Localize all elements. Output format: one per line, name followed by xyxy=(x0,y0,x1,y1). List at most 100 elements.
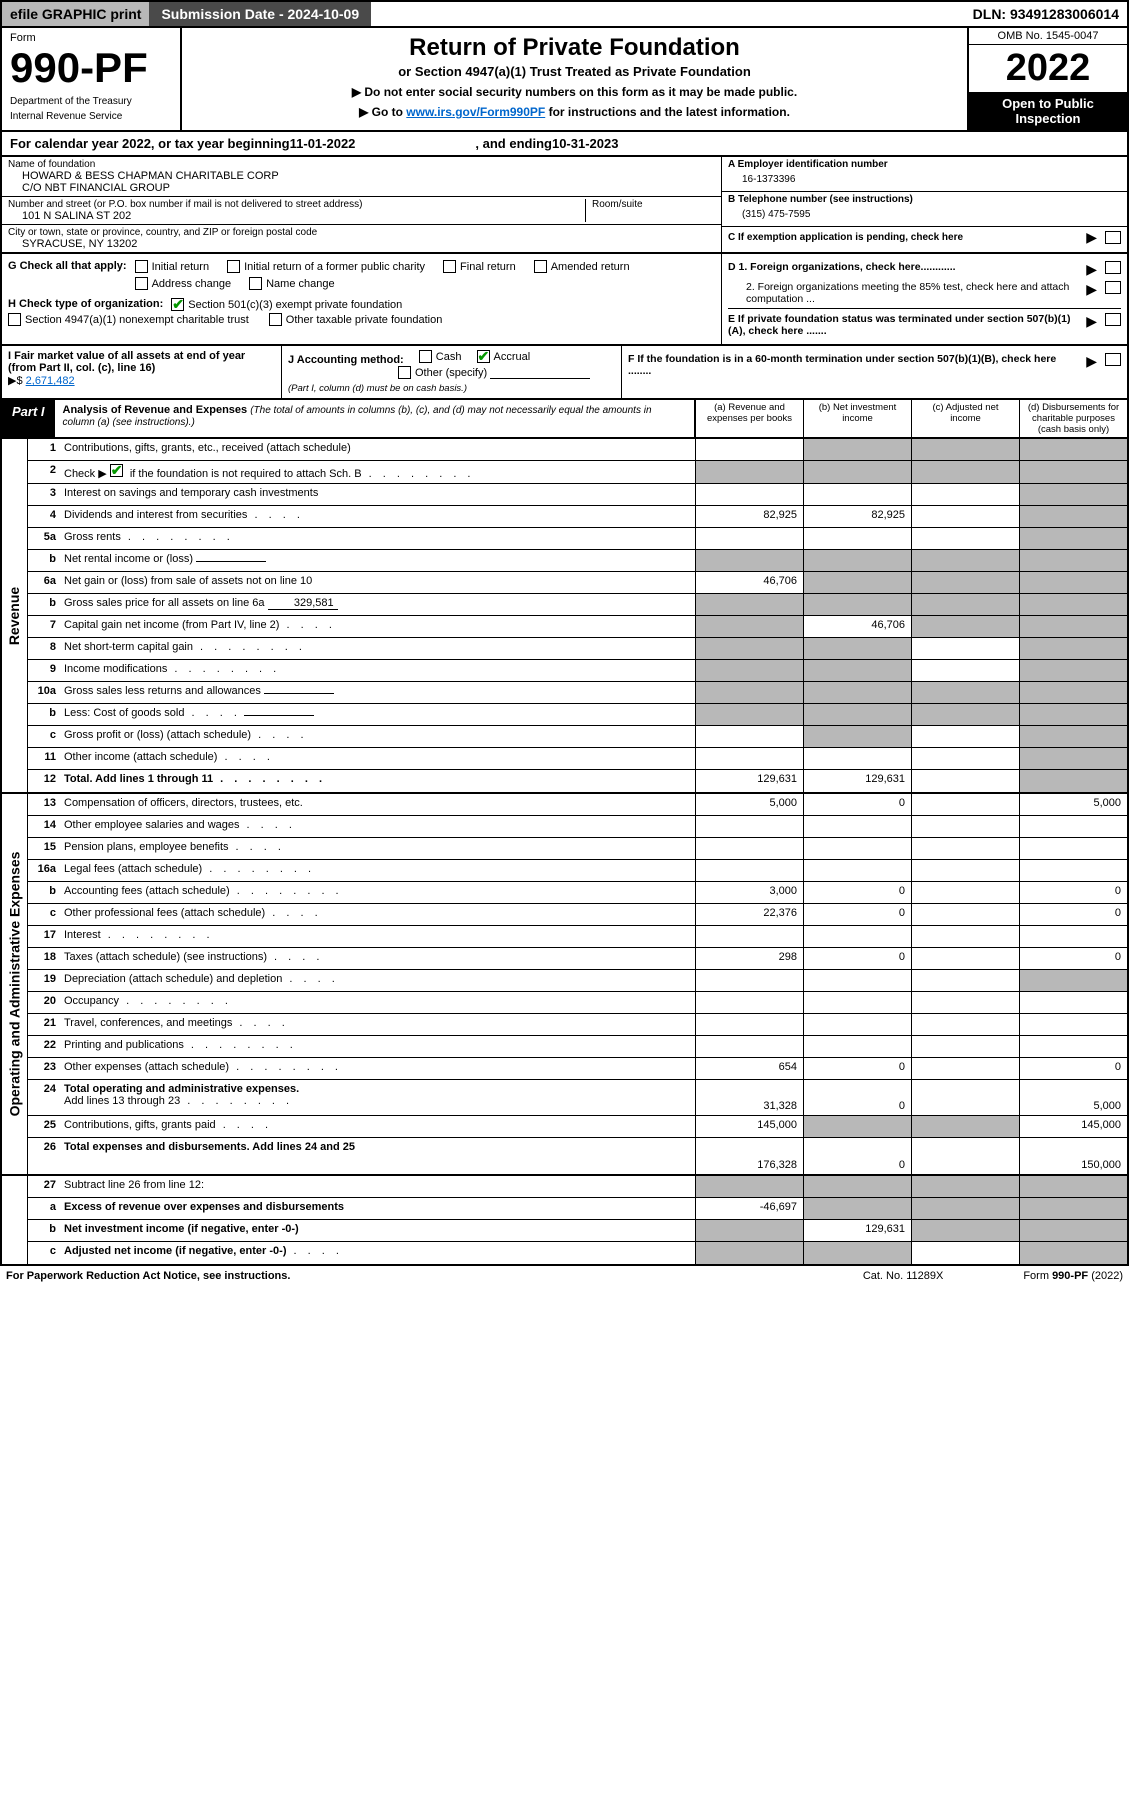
year-block: OMB No. 1545-0047 2022 Open to Public In… xyxy=(967,28,1127,130)
telephone-label: B Telephone number (see instructions) xyxy=(728,194,1121,205)
name-change-checkbox[interactable] xyxy=(249,277,262,290)
dln-number: DLN: 93491283006014 xyxy=(965,2,1127,26)
room-suite-label: Room/suite xyxy=(592,199,715,210)
efile-print-button[interactable]: efile GRAPHIC print xyxy=(2,2,149,26)
foundation-name-1: HOWARD & BESS CHAPMAN CHARITABLE CORP xyxy=(8,170,715,182)
telephone-value: (315) 475-7595 xyxy=(728,205,1121,224)
other-taxable-checkbox[interactable] xyxy=(269,313,282,326)
line-27c-desc: Adjusted net income (if negative, enter … xyxy=(60,1242,695,1264)
line-3-desc: Interest on savings and temporary cash i… xyxy=(60,484,695,505)
tax-year-end: 10-31-2023 xyxy=(552,136,619,151)
line-12-desc: Total. Add lines 1 through 11 . . . . . … xyxy=(60,770,695,792)
line-24-desc: Total operating and administrative expen… xyxy=(60,1080,695,1115)
open-public-badge: Open to Public Inspection xyxy=(969,92,1127,130)
street-address: 101 N SALINA ST 202 xyxy=(8,210,585,222)
line-7-col-b: 46,706 xyxy=(803,616,911,637)
initial-return-former-checkbox[interactable] xyxy=(227,260,240,273)
e-label: E If private foundation status was termi… xyxy=(728,313,1082,337)
col-b-header: (b) Net investment income xyxy=(803,400,911,437)
tax-year: 2022 xyxy=(969,45,1127,92)
line-27b-col-b: 129,631 xyxy=(803,1220,911,1241)
line-18-desc: Taxes (attach schedule) (see instruction… xyxy=(60,948,695,969)
col-a-header: (a) Revenue and expenses per books xyxy=(695,400,803,437)
dept-treasury: Department of the Treasury xyxy=(10,96,172,107)
h-label: H Check type of organization: xyxy=(8,298,163,310)
exemption-pending-label: C If exemption application is pending, c… xyxy=(728,232,1082,243)
line-5b-desc: Net rental income or (loss) xyxy=(60,550,695,571)
arrow-icon: ▶ xyxy=(1086,229,1097,246)
expenses-side-label: Operating and Administrative Expenses xyxy=(2,794,28,1174)
line-14-desc: Other employee salaries and wages . . . … xyxy=(60,816,695,837)
line-2-desc: Check ▶ if the foundation is not require… xyxy=(60,461,695,483)
paperwork-notice: For Paperwork Reduction Act Notice, see … xyxy=(6,1270,290,1282)
checks-block: G Check all that apply: Initial return I… xyxy=(0,254,1129,346)
line-10c-desc: Gross profit or (loss) (attach schedule)… xyxy=(60,726,695,747)
form-title: Return of Private Foundation xyxy=(194,34,955,62)
line-12-col-b: 129,631 xyxy=(803,770,911,792)
irs-label: Internal Revenue Service xyxy=(10,111,172,122)
final-return-checkbox[interactable] xyxy=(443,260,456,273)
line-6a-col-a: 46,706 xyxy=(695,572,803,593)
submission-date: Submission Date - 2024-10-09 xyxy=(149,2,371,26)
line-4-desc: Dividends and interest from securities .… xyxy=(60,506,695,527)
amended-return-checkbox[interactable] xyxy=(534,260,547,273)
form-number: 990-PF xyxy=(10,44,172,92)
g-label: G Check all that apply: xyxy=(8,260,127,272)
accounting-method-label: J Accounting method: xyxy=(288,354,404,366)
fmv-value-link[interactable]: 2,671,482 xyxy=(26,375,75,387)
line-4-col-b: 82,925 xyxy=(803,506,911,527)
line-12-col-a: 129,631 xyxy=(695,770,803,792)
f-label: F If the foundation is in a 60-month ter… xyxy=(628,353,1082,377)
line-6b-desc: Gross sales price for all assets on line… xyxy=(60,594,695,615)
foundation-name-label: Name of foundation xyxy=(8,159,715,170)
accrual-checkbox[interactable] xyxy=(477,350,490,363)
line-10a-desc: Gross sales less returns and allowances xyxy=(60,682,695,703)
form990pf-link[interactable]: www.irs.gov/Form990PF xyxy=(406,105,545,119)
line-8-desc: Net short-term capital gain . . . . . . … xyxy=(60,638,695,659)
top-bar: efile GRAPHIC print Submission Date - 20… xyxy=(0,0,1129,28)
cash-checkbox[interactable] xyxy=(419,350,432,363)
d2-label: 2. Foreign organizations meeting the 85%… xyxy=(728,281,1082,305)
omb-number: OMB No. 1545-0047 xyxy=(969,28,1127,45)
4947a1-checkbox[interactable] xyxy=(8,313,21,326)
line-27-grid: 27Subtract line 26 from line 12: aExcess… xyxy=(0,1176,1129,1266)
line-9-desc: Income modifications . . . . . . . . xyxy=(60,660,695,681)
line-16c-desc: Other professional fees (attach schedule… xyxy=(60,904,695,925)
other-method-checkbox[interactable] xyxy=(398,366,411,379)
catalog-number: Cat. No. 11289X xyxy=(863,1270,944,1282)
form-header: Form 990-PF Department of the Treasury I… xyxy=(0,28,1129,132)
line-22-desc: Printing and publications . . . . . . . … xyxy=(60,1036,695,1057)
60month-checkbox[interactable] xyxy=(1105,353,1121,366)
form-id-block: Form 990-PF Department of the Treasury I… xyxy=(2,28,182,130)
form-label: Form xyxy=(10,32,172,44)
initial-return-checkbox[interactable] xyxy=(135,260,148,273)
line-1-desc: Contributions, gifts, grants, etc., rece… xyxy=(60,439,695,460)
line-26-desc: Total expenses and disbursements. Add li… xyxy=(60,1138,695,1174)
ein-label: A Employer identification number xyxy=(728,159,1121,170)
foreign-85pct-checkbox[interactable] xyxy=(1105,281,1121,294)
ein-value: 16-1373396 xyxy=(728,170,1121,189)
address-change-checkbox[interactable] xyxy=(135,277,148,290)
d1-label: D 1. Foreign organizations, check here..… xyxy=(728,261,1082,278)
line-5a-desc: Gross rents . . . . . . . . xyxy=(60,528,695,549)
line-17-desc: Interest . . . . . . . . xyxy=(60,926,695,947)
line-16a-desc: Legal fees (attach schedule) . . . . . .… xyxy=(60,860,695,881)
line-16b-desc: Accounting fees (attach schedule) . . . … xyxy=(60,882,695,903)
sch-b-not-required-checkbox[interactable] xyxy=(110,464,123,477)
form-reference: Form 990-PF (2022) xyxy=(1023,1270,1123,1282)
line-20-desc: Occupancy . . . . . . . . xyxy=(60,992,695,1013)
line-15-desc: Pension plans, employee benefits . . . . xyxy=(60,838,695,859)
status-terminated-checkbox[interactable] xyxy=(1105,313,1121,326)
501c3-checkbox[interactable] xyxy=(171,298,184,311)
line-4-col-a: 82,925 xyxy=(695,506,803,527)
foundation-name-2: C/O NBT FINANCIAL GROUP xyxy=(8,182,715,194)
line-27a-desc: Excess of revenue over expenses and disb… xyxy=(60,1198,695,1219)
foreign-org-checkbox[interactable] xyxy=(1105,261,1121,274)
line-10b-desc: Less: Cost of goods sold . . . . xyxy=(60,704,695,725)
exemption-pending-checkbox[interactable] xyxy=(1105,231,1121,244)
line-27-desc: Subtract line 26 from line 12: xyxy=(60,1176,695,1197)
line-7-desc: Capital gain net income (from Part IV, l… xyxy=(60,616,695,637)
fmv-accounting-block: I Fair market value of all assets at end… xyxy=(0,346,1129,400)
tax-year-begin: 11-01-2022 xyxy=(290,136,356,151)
part1-header: Part I Analysis of Revenue and Expenses … xyxy=(0,400,1129,439)
